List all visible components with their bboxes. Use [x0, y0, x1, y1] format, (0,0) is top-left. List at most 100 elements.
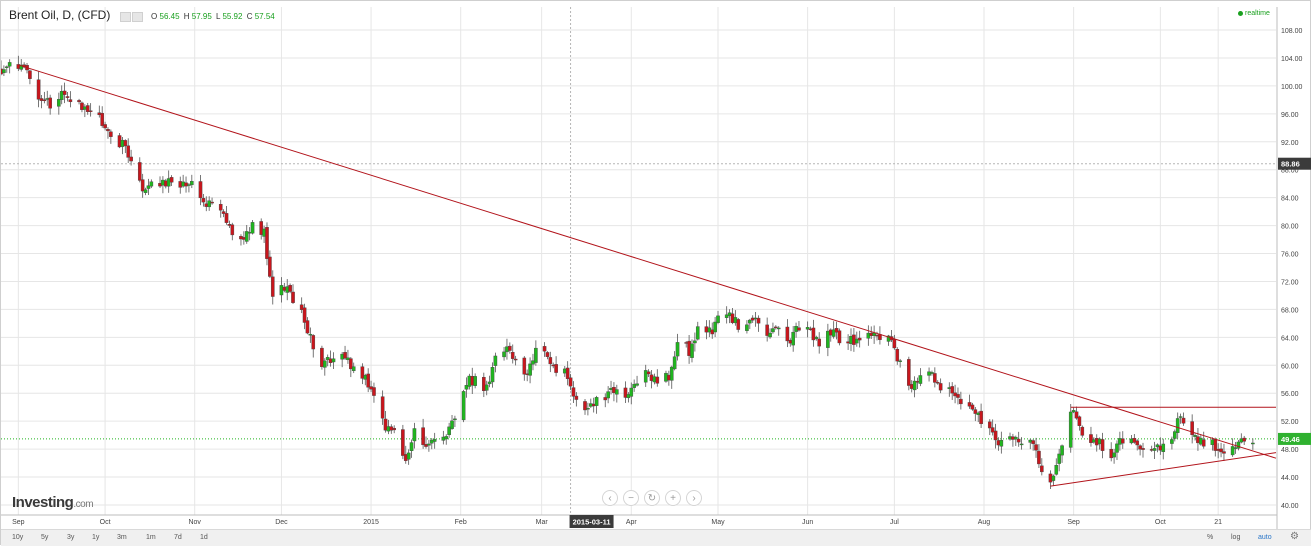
x-tick-label: 2015	[363, 519, 379, 526]
candle-up	[464, 385, 469, 390]
candle-up	[331, 358, 336, 363]
x-tick-label: Aug	[978, 519, 991, 526]
chart-header: Brent Oil, D, (CFD) O 56.45 H 57.95 L 55…	[9, 8, 277, 23]
candle-down	[508, 345, 512, 351]
auto-scale-button[interactable]: auto	[1258, 534, 1272, 541]
candle-down	[401, 429, 405, 456]
candle-down	[987, 421, 992, 429]
x-tick-label: Sep	[12, 519, 25, 526]
candle-up	[1115, 443, 1119, 453]
y-tick-label: 80.00	[1281, 224, 1299, 231]
candle-down	[392, 428, 396, 431]
bottom-toolbar: 10y 5y 3y 1y 3m 1m 7d 1d % log auto ⚙	[1, 529, 1311, 546]
candle-down	[1135, 440, 1140, 446]
trendlines	[18, 64, 1277, 487]
candle-up	[1071, 410, 1076, 413]
candle-down	[1141, 448, 1145, 450]
y-tick-label: 108.00	[1281, 28, 1303, 35]
candle-up	[918, 375, 923, 384]
reset-icon[interactable]: ↻	[644, 490, 660, 506]
range-button-5y[interactable]: 5y	[41, 534, 49, 541]
candle-down	[774, 326, 778, 329]
zoom-in-icon[interactable]: +	[665, 490, 681, 506]
candle-up	[149, 181, 154, 187]
x-tick-label: Dec	[275, 519, 288, 526]
range-button-1y[interactable]: 1y	[92, 534, 100, 541]
candle-up	[713, 321, 717, 333]
gear-icon[interactable]: ⚙	[1290, 531, 1299, 542]
candle-up	[1193, 435, 1197, 437]
candle-up	[493, 355, 498, 366]
range-button-10y[interactable]: 10y	[12, 534, 24, 541]
candle-down	[646, 371, 651, 375]
candle-down	[201, 198, 206, 203]
candle-up	[461, 391, 466, 421]
range-button-3y[interactable]: 3y	[67, 534, 75, 541]
realtime-dot-icon	[1238, 10, 1243, 16]
candle-down	[956, 394, 960, 398]
candle-down	[756, 317, 761, 324]
candle-down	[88, 110, 93, 112]
range-button-1m[interactable]: 1m	[146, 534, 156, 541]
candle-down	[1132, 437, 1137, 443]
candle-up	[594, 397, 599, 406]
zoom-out-icon[interactable]: −	[623, 490, 639, 506]
ohlc-close-value: 57.54	[254, 12, 275, 21]
header-button-2[interactable]	[131, 11, 143, 22]
candle-down	[1089, 434, 1093, 443]
candle-down	[198, 181, 203, 199]
range-button-1d[interactable]: 1d	[200, 534, 208, 541]
candle-up	[57, 99, 61, 107]
candle-down	[62, 90, 67, 95]
candle-down	[959, 398, 963, 405]
candle-up	[484, 384, 489, 391]
log-scale-button[interactable]: log	[1231, 534, 1241, 541]
candle-down	[1034, 444, 1038, 451]
logo-suffix: .com	[73, 499, 94, 510]
range-button-3m[interactable]: 3m	[117, 534, 127, 541]
y-tick-label: 48.00	[1281, 447, 1299, 454]
candle-up	[244, 231, 249, 242]
candle-down	[305, 320, 310, 334]
chart-navigation: ‹ − ↻ + ›	[602, 488, 707, 506]
candle-down	[349, 358, 353, 370]
crosshair-date-marker	[569, 515, 614, 528]
candle-up	[490, 367, 495, 383]
candle-down	[129, 156, 133, 162]
candle-up	[487, 381, 492, 385]
percent-scale-button[interactable]: %	[1207, 534, 1214, 541]
candle-down	[268, 256, 272, 277]
candle-up	[308, 333, 313, 336]
candle-up	[207, 200, 211, 208]
candle-down	[1219, 448, 1223, 453]
candle-up	[1060, 445, 1064, 456]
x-tick-label: Oct	[100, 519, 111, 526]
candle-down	[892, 339, 897, 349]
range-button-7d[interactable]: 7d	[174, 534, 182, 541]
candle-up	[146, 185, 151, 189]
candle-up	[1178, 416, 1183, 418]
candle-down	[1037, 450, 1041, 465]
candle-down	[545, 352, 550, 357]
x-tick-label: Apr	[626, 519, 638, 526]
candle-up	[1152, 448, 1157, 451]
candle-down	[137, 162, 142, 181]
chevron-left-icon[interactable]: ‹	[602, 490, 618, 506]
x-tick-label: Jul	[890, 519, 899, 526]
x-tick-label: 21	[1214, 519, 1222, 526]
candle-down	[565, 367, 570, 379]
candle-down	[1074, 411, 1079, 419]
candle-up	[1068, 411, 1073, 448]
candle-down	[1120, 438, 1125, 444]
candle-up	[1112, 452, 1116, 458]
chevron-right-icon[interactable]: ›	[686, 490, 702, 506]
candle-down	[42, 99, 47, 102]
candle-down	[224, 213, 229, 223]
candle-up	[1251, 442, 1255, 445]
candle-down	[270, 276, 275, 297]
logo-brand: Investing	[12, 494, 74, 511]
trendline	[1050, 452, 1277, 487]
header-button-1[interactable]	[119, 11, 131, 22]
y-tick-label: 68.00	[1281, 307, 1299, 314]
